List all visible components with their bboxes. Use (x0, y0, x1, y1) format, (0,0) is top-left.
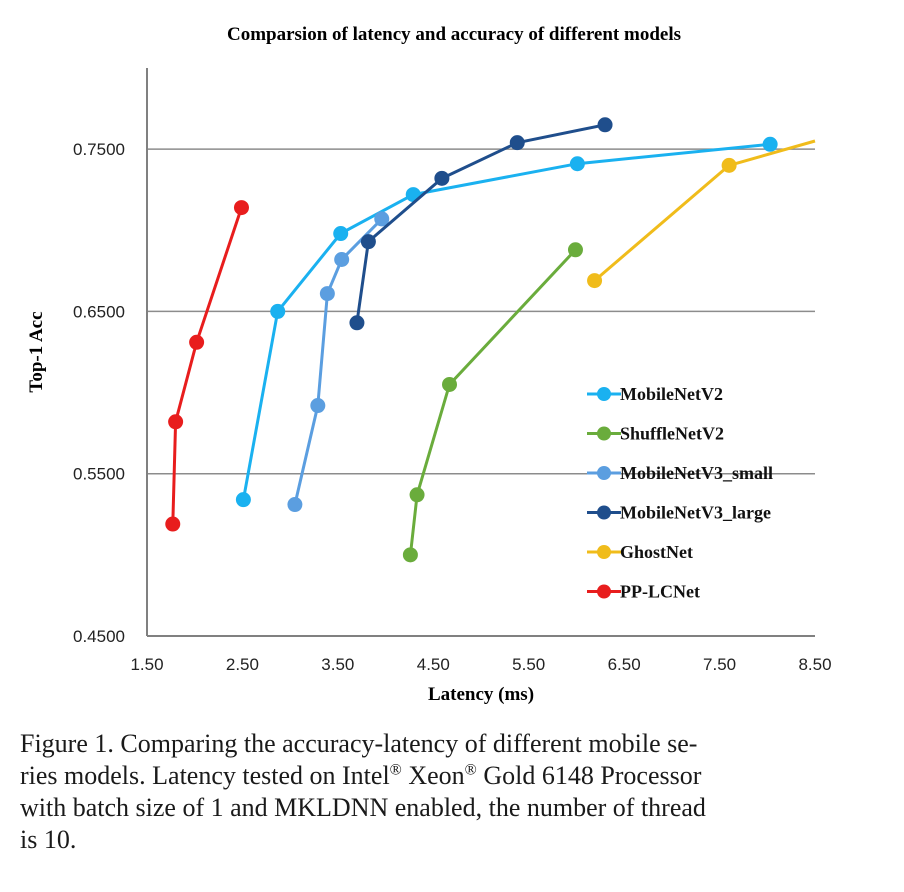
legend-label: PP-LCNet (620, 582, 700, 602)
series-mobilenetv3-large (349, 117, 613, 331)
series-ghostnet (587, 139, 816, 289)
y-tick-label: 0.5500 (73, 465, 125, 484)
data-point (233, 200, 249, 216)
x-tick-labels: 1.50 2.50 3.50 4.50 5.50 6.50 7.50 8.50 (130, 655, 831, 674)
series-line (171, 207, 243, 525)
data-point (509, 135, 525, 151)
figure-caption: Figure 1. Comparing the accuracy-latency… (20, 728, 886, 856)
x-tick-label: 7.50 (703, 655, 736, 674)
data-point (270, 303, 286, 319)
gridlines (147, 148, 815, 475)
data-point (442, 376, 458, 392)
y-tick-label: 0.4500 (73, 627, 125, 646)
legend-label: ShuffleNetV2 (620, 424, 724, 444)
legend-item: ShuffleNetV2 (587, 424, 724, 444)
x-tick-label: 3.50 (321, 655, 354, 674)
chart: Comparsion of latency and accuracy of di… (26, 24, 832, 705)
data-point (434, 170, 450, 186)
data-point (360, 234, 376, 250)
series-pp-lcnet (165, 200, 249, 532)
legend-swatch-marker (597, 466, 611, 480)
data-point (310, 398, 326, 414)
x-tick-label: 2.50 (226, 655, 259, 674)
data-point (349, 315, 365, 331)
chart-title: Comparsion of latency and accuracy of di… (227, 24, 681, 45)
registered-mark: ® (389, 761, 402, 779)
series-layer (165, 117, 816, 563)
legend-label: GhostNet (620, 542, 693, 562)
data-point (567, 242, 583, 258)
data-point (762, 136, 778, 152)
legend-swatch-marker (597, 545, 611, 559)
legend-item: MobileNetV2 (587, 384, 723, 404)
legend-swatch-marker (597, 426, 611, 441)
caption-line-2b: Xeon (401, 761, 465, 790)
legend-label: MobileNetV2 (620, 384, 723, 404)
series-shufflenetv2 (402, 242, 583, 563)
caption-line-2a: ries models. Latency tested on Intel (20, 761, 390, 790)
data-point (165, 516, 181, 532)
legend-item: MobileNetV3_small (587, 463, 773, 483)
y-tick-label: 0.6500 (73, 302, 125, 321)
data-point (235, 492, 251, 508)
x-tick-label: 1.50 (130, 655, 163, 674)
data-point (287, 497, 303, 513)
x-axis-title: Latency (ms) (428, 684, 534, 705)
legend-swatch-marker (597, 505, 611, 520)
x-tick-label: 5.50 (512, 655, 545, 674)
caption-line-4: is 10. (20, 825, 77, 854)
x-tick-label: 4.50 (417, 655, 450, 674)
y-tick-label: 0.7500 (73, 140, 125, 159)
legend-item: GhostNet (587, 542, 693, 562)
registered-mark: ® (464, 761, 477, 779)
legend-swatch-marker (597, 387, 611, 401)
series-line (593, 139, 816, 282)
series-mobilenetv3-small (287, 211, 390, 513)
x-tick-label: 8.50 (798, 655, 831, 674)
legend-label: MobileNetV3_small (620, 463, 773, 483)
legend-swatch-marker (597, 584, 611, 599)
data-point (409, 487, 425, 503)
data-point (374, 211, 390, 227)
caption-line-2c: Gold 6148 Processor (476, 761, 702, 790)
data-point (587, 273, 603, 289)
data-point (402, 547, 418, 563)
legend-item: MobileNetV3_large (587, 503, 771, 523)
data-point (189, 334, 205, 350)
data-point (334, 251, 350, 267)
legend: MobileNetV2 ShuffleNetV2 MobileNetV3_small… (587, 384, 773, 602)
series-line (408, 248, 577, 556)
data-point (569, 156, 585, 172)
legend-item: PP-LCNet (587, 582, 700, 602)
caption-line-3: with batch size of 1 and MKLDNN enabled,… (20, 793, 706, 822)
data-point (319, 286, 335, 302)
data-point (721, 157, 737, 173)
legend-label: MobileNetV3_large (620, 503, 771, 523)
data-point (333, 226, 349, 242)
data-point (168, 414, 184, 430)
x-tick-label: 6.50 (608, 655, 641, 674)
series-line (355, 123, 606, 324)
y-tick-labels: 0.4500 0.5500 0.6500 0.7500 (73, 140, 125, 646)
y-axis-title: Top-1 Acc (26, 311, 47, 392)
data-point (597, 117, 613, 133)
caption-line-1: Figure 1. Comparing the accuracy-latency… (20, 729, 698, 758)
